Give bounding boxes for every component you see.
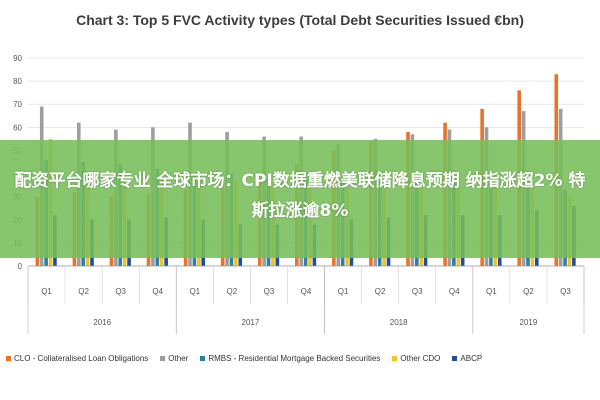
- y-tick-label: 60: [13, 123, 22, 132]
- y-tick-label: 0: [18, 262, 23, 271]
- y-tick-label: 90: [13, 54, 22, 63]
- x-tick-label: Q2: [227, 287, 238, 296]
- legend-item: Other CDO: [392, 354, 440, 363]
- legend-item: Other: [160, 354, 188, 363]
- x-tick-label: Q1: [41, 287, 52, 296]
- legend-swatch: [6, 356, 11, 362]
- legend-swatch: [200, 356, 206, 362]
- x-tick-label: Q4: [449, 287, 460, 296]
- legend-item: RMBS - Residential Mortgage Backed Secur…: [200, 354, 380, 363]
- x-group-label: 2019: [520, 318, 538, 327]
- x-tick-label: Q2: [78, 287, 89, 296]
- legend-item: ABCP: [452, 354, 482, 363]
- x-group-label: 2017: [242, 318, 260, 327]
- legend-label: Other CDO: [400, 354, 441, 363]
- x-group-label: 2018: [390, 318, 408, 327]
- legend-swatch: [392, 356, 398, 362]
- x-tick-label: Q4: [152, 287, 163, 296]
- x-tick-label: Q3: [412, 287, 423, 296]
- legend-swatch: [160, 356, 166, 362]
- legend-label: Other: [168, 354, 189, 363]
- legend: CLO - Collateralised Loan Obligations Oth…: [6, 354, 600, 363]
- x-group-label: 2016: [93, 318, 111, 327]
- legend-label: ABCP: [460, 354, 483, 363]
- legend-label: RMBS - Residential Mortgage Backed Secur…: [208, 354, 381, 363]
- y-tick-label: 70: [13, 100, 22, 109]
- x-tick-label: Q1: [338, 287, 349, 296]
- x-tick-label: Q2: [523, 287, 534, 296]
- x-tick-label: Q2: [375, 287, 386, 296]
- x-tick-label: Q3: [264, 287, 275, 296]
- y-tick-label: 80: [13, 77, 22, 86]
- overlay-banner[interactable]: 配资平台哪家专业 全球市场：CPI数据重燃美联储降息预期 纳指涨超2% 特斯拉涨…: [0, 140, 600, 258]
- banner-text[interactable]: 配资平台哪家专业 全球市场：CPI数据重燃美联储降息预期 纳指涨超2% 特斯拉涨…: [14, 171, 586, 221]
- x-tick-label: Q1: [189, 287, 200, 296]
- legend-label: CLO - Collateralised Loan Obligations: [14, 354, 149, 363]
- x-tick-label: Q3: [115, 287, 126, 296]
- legend-swatch: [452, 356, 458, 362]
- chart-title: Chart 3: Top 5 FVC Activity types (Total…: [76, 12, 524, 28]
- legend-item: CLO - Collateralised Loan Obligations: [6, 354, 148, 363]
- x-tick-label: Q1: [486, 287, 497, 296]
- x-tick-label: Q4: [301, 287, 312, 296]
- x-tick-label: Q3: [560, 287, 571, 296]
